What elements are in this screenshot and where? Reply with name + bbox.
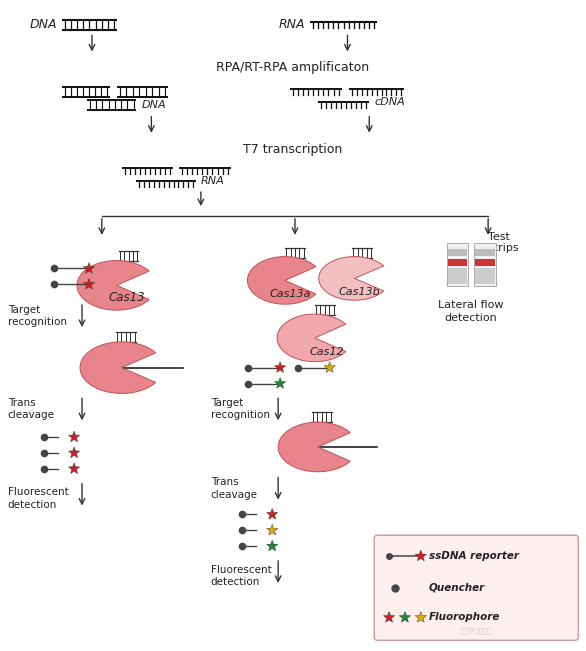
Bar: [475, 249, 495, 256]
Text: Cas13b: Cas13b: [339, 287, 380, 298]
Polygon shape: [274, 378, 286, 388]
Text: Target
recognition: Target recognition: [8, 305, 67, 327]
Polygon shape: [80, 342, 156, 393]
Polygon shape: [415, 611, 427, 622]
Polygon shape: [399, 611, 411, 622]
Polygon shape: [267, 524, 278, 535]
Text: 知乎@金鲸圈友: 知乎@金鲸圈友: [460, 628, 492, 635]
Polygon shape: [69, 463, 80, 473]
Polygon shape: [274, 362, 286, 372]
Polygon shape: [278, 422, 350, 472]
Polygon shape: [383, 611, 395, 622]
Text: ssDNA reporter: ssDNA reporter: [429, 551, 519, 561]
Polygon shape: [69, 431, 80, 442]
Text: Trans
cleavage: Trans cleavage: [211, 477, 258, 500]
Text: T7 transcription: T7 transcription: [243, 143, 343, 156]
Polygon shape: [267, 508, 278, 519]
Polygon shape: [415, 550, 427, 561]
Text: Fluorescent
detection: Fluorescent detection: [211, 564, 271, 587]
Text: Lateral flow: Lateral flow: [438, 300, 503, 310]
Polygon shape: [319, 256, 384, 300]
Bar: [474, 243, 496, 286]
Polygon shape: [324, 362, 335, 372]
Text: cDNA: cDNA: [374, 97, 405, 107]
Bar: [448, 249, 467, 256]
Text: Cas12: Cas12: [309, 347, 344, 357]
Text: Cas13: Cas13: [108, 291, 145, 304]
Polygon shape: [267, 540, 278, 551]
Bar: [475, 268, 495, 284]
FancyBboxPatch shape: [374, 535, 578, 641]
Text: RNA: RNA: [278, 18, 305, 31]
Text: Quencher: Quencher: [429, 583, 485, 593]
Polygon shape: [83, 279, 94, 289]
Polygon shape: [277, 314, 346, 362]
Text: RPA/RT-RPA amplificaton: RPA/RT-RPA amplificaton: [216, 61, 370, 74]
Text: Trans
cleavage: Trans cleavage: [8, 398, 54, 421]
Text: Target
recognition: Target recognition: [211, 398, 270, 421]
Text: DNA: DNA: [141, 100, 166, 110]
Bar: [448, 268, 467, 284]
Text: Fluorophore: Fluorophore: [429, 613, 500, 622]
Text: Test: Test: [488, 232, 510, 242]
Text: RNA: RNA: [201, 176, 224, 186]
Polygon shape: [69, 447, 80, 458]
Text: DNA: DNA: [30, 18, 57, 31]
Bar: [447, 243, 468, 286]
Bar: [448, 258, 467, 266]
Text: detection: detection: [444, 313, 497, 323]
Polygon shape: [83, 262, 94, 273]
Text: Cas13a: Cas13a: [270, 289, 311, 299]
Bar: [475, 258, 495, 266]
Polygon shape: [247, 256, 316, 304]
Text: strips: strips: [488, 243, 519, 253]
Polygon shape: [77, 260, 149, 310]
Text: Fluorescent
detection: Fluorescent detection: [8, 488, 69, 510]
